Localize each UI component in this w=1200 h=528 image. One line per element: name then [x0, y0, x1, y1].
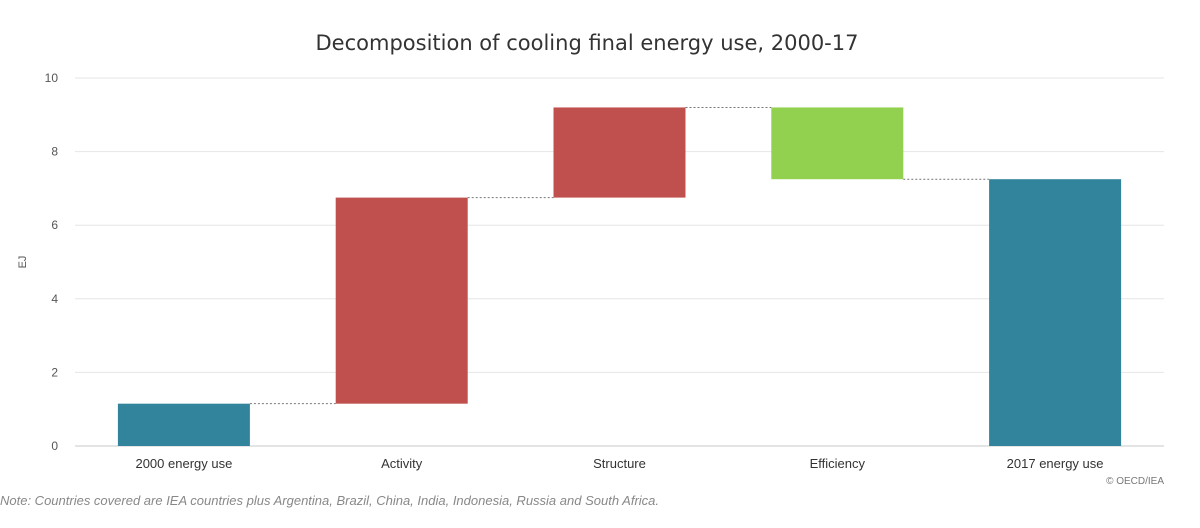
y-axis-ticks: 0 2 4 6 8 10: [45, 71, 59, 453]
y-tick-label-2: 2: [51, 365, 58, 379]
y-tick-label-10: 10: [45, 71, 59, 85]
bar-2017-energy-use: [989, 179, 1122, 446]
chart-title: Decomposition of cooling final energy us…: [316, 31, 859, 55]
y-axis-label: EJ: [17, 256, 29, 269]
footnote: Note: Countries covered are IEA countrie…: [0, 493, 659, 508]
bars: [117, 107, 1122, 446]
x-category-label: Efficiency: [810, 456, 866, 471]
y-tick-label-0: 0: [51, 439, 58, 453]
x-category-label: 2017 energy use: [1007, 456, 1104, 471]
y-tick-label-4: 4: [51, 292, 58, 306]
bar-structure: [553, 107, 686, 198]
credit-label: © OECD/IEA: [1106, 476, 1164, 487]
x-category-label: Activity: [381, 456, 423, 471]
x-category-label: Structure: [593, 456, 646, 471]
y-tick-label-8: 8: [51, 145, 58, 159]
bar-activity: [335, 197, 468, 404]
bar-2000-energy-use: [117, 403, 250, 446]
x-axis-categories: 2000 energy use Activity Structure Efficien…: [135, 456, 1103, 471]
y-tick-label-6: 6: [51, 218, 58, 232]
bar-efficiency: [771, 107, 904, 180]
x-category-label: 2000 energy use: [135, 456, 232, 471]
